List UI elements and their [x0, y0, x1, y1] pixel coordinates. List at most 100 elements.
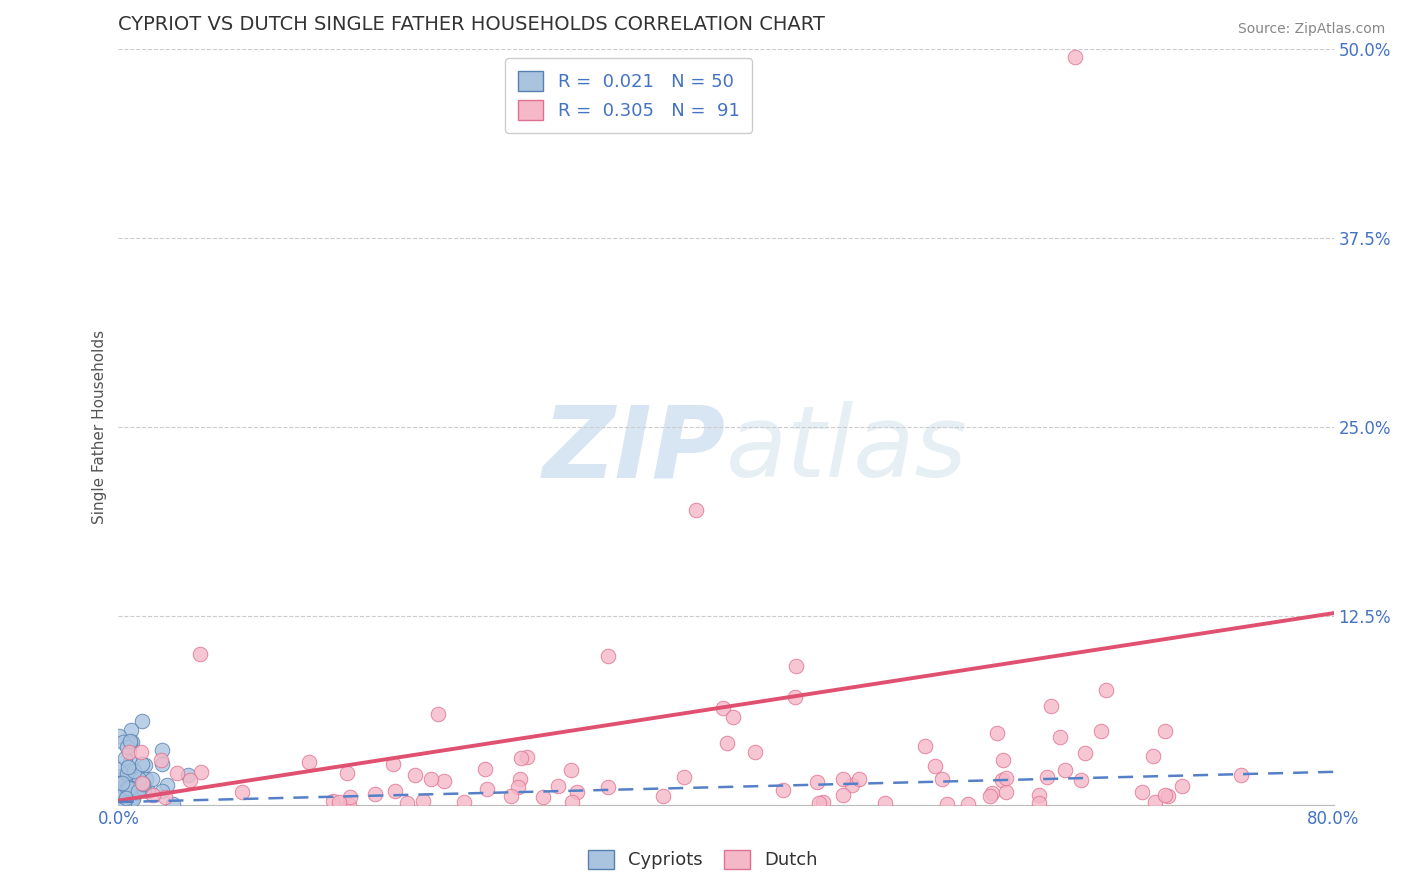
Point: [596, 780, 619, 795]
Point: [156, 778, 179, 792]
Point: [111, 785, 134, 799]
Point: [108, 774, 131, 789]
Point: [914, 739, 936, 754]
Point: [1130, 785, 1153, 799]
Point: [433, 774, 456, 789]
Point: [477, 782, 499, 797]
Point: [1154, 789, 1177, 803]
Legend: Cypriots, Dutch: Cypriots, Dutch: [579, 840, 827, 879]
Y-axis label: Single Father Households: Single Father Households: [93, 330, 107, 524]
Point: [110, 789, 132, 803]
Point: [124, 786, 146, 800]
Point: [132, 777, 155, 791]
Point: [121, 789, 143, 804]
Point: [832, 788, 855, 802]
Point: [516, 750, 538, 764]
Point: [336, 765, 359, 780]
Point: [806, 774, 828, 789]
Point: [179, 772, 201, 787]
Point: [1054, 763, 1077, 777]
Text: atlas: atlas: [725, 401, 967, 499]
Point: [150, 783, 173, 797]
Point: [108, 769, 131, 783]
Point: [848, 772, 870, 786]
Point: [122, 792, 145, 806]
Point: [506, 780, 529, 795]
Point: [1070, 773, 1092, 788]
Point: [117, 760, 139, 774]
Point: [118, 780, 141, 795]
Point: [364, 787, 387, 801]
Point: [841, 778, 863, 792]
Text: ZIP: ZIP: [543, 401, 725, 499]
Text: CYPRIOT VS DUTCH SINGLE FATHER HOUSEHOLDS CORRELATION CHART: CYPRIOT VS DUTCH SINGLE FATHER HOUSEHOLD…: [118, 15, 825, 34]
Point: [744, 745, 766, 759]
Point: [141, 772, 163, 787]
Point: [509, 772, 531, 787]
Point: [134, 757, 156, 772]
Point: [716, 736, 738, 750]
Point: [1074, 746, 1097, 760]
Point: [115, 781, 138, 796]
Point: [120, 781, 142, 796]
Point: [155, 790, 177, 805]
Point: [115, 780, 138, 795]
Point: [111, 734, 134, 748]
Point: [935, 797, 957, 811]
Point: [995, 771, 1018, 785]
Point: [120, 768, 142, 782]
Point: [150, 757, 173, 772]
Point: [979, 789, 1001, 803]
Point: [427, 706, 450, 721]
Point: [1036, 770, 1059, 784]
Text: Source: ZipAtlas.com: Source: ZipAtlas.com: [1237, 22, 1385, 37]
Point: [114, 751, 136, 765]
Point: [177, 768, 200, 782]
Point: [685, 503, 707, 517]
Point: [831, 772, 853, 786]
Point: [190, 765, 212, 780]
Point: [112, 789, 135, 803]
Point: [474, 763, 496, 777]
Point: [808, 796, 831, 810]
Point: [127, 783, 149, 797]
Point: [231, 785, 253, 799]
Point: [131, 776, 153, 790]
Point: [122, 764, 145, 778]
Point: [115, 740, 138, 755]
Point: [115, 766, 138, 780]
Point: [135, 772, 157, 786]
Point: [785, 658, 807, 673]
Point: [131, 757, 153, 772]
Point: [547, 779, 569, 793]
Point: [328, 795, 350, 809]
Point: [396, 796, 419, 810]
Point: [986, 726, 1008, 740]
Point: [993, 753, 1015, 767]
Point: [1171, 779, 1194, 793]
Point: [120, 723, 142, 738]
Point: [1028, 796, 1050, 810]
Point: [811, 796, 834, 810]
Point: [121, 734, 143, 748]
Point: [1230, 768, 1253, 782]
Point: [136, 784, 159, 798]
Point: [931, 772, 953, 786]
Point: [1353, 194, 1375, 208]
Point: [501, 789, 523, 804]
Point: [112, 772, 135, 787]
Point: [994, 785, 1017, 799]
Point: [131, 714, 153, 729]
Point: [142, 788, 165, 802]
Point: [1095, 683, 1118, 698]
Legend: R =  0.021   N = 50, R =  0.305   N =  91: R = 0.021 N = 50, R = 0.305 N = 91: [505, 59, 752, 133]
Point: [111, 776, 134, 790]
Point: [873, 797, 896, 811]
Point: [1028, 788, 1050, 802]
Point: [118, 733, 141, 747]
Point: [118, 736, 141, 750]
Point: [565, 785, 588, 799]
Point: [453, 795, 475, 809]
Point: [129, 746, 152, 760]
Point: [128, 772, 150, 787]
